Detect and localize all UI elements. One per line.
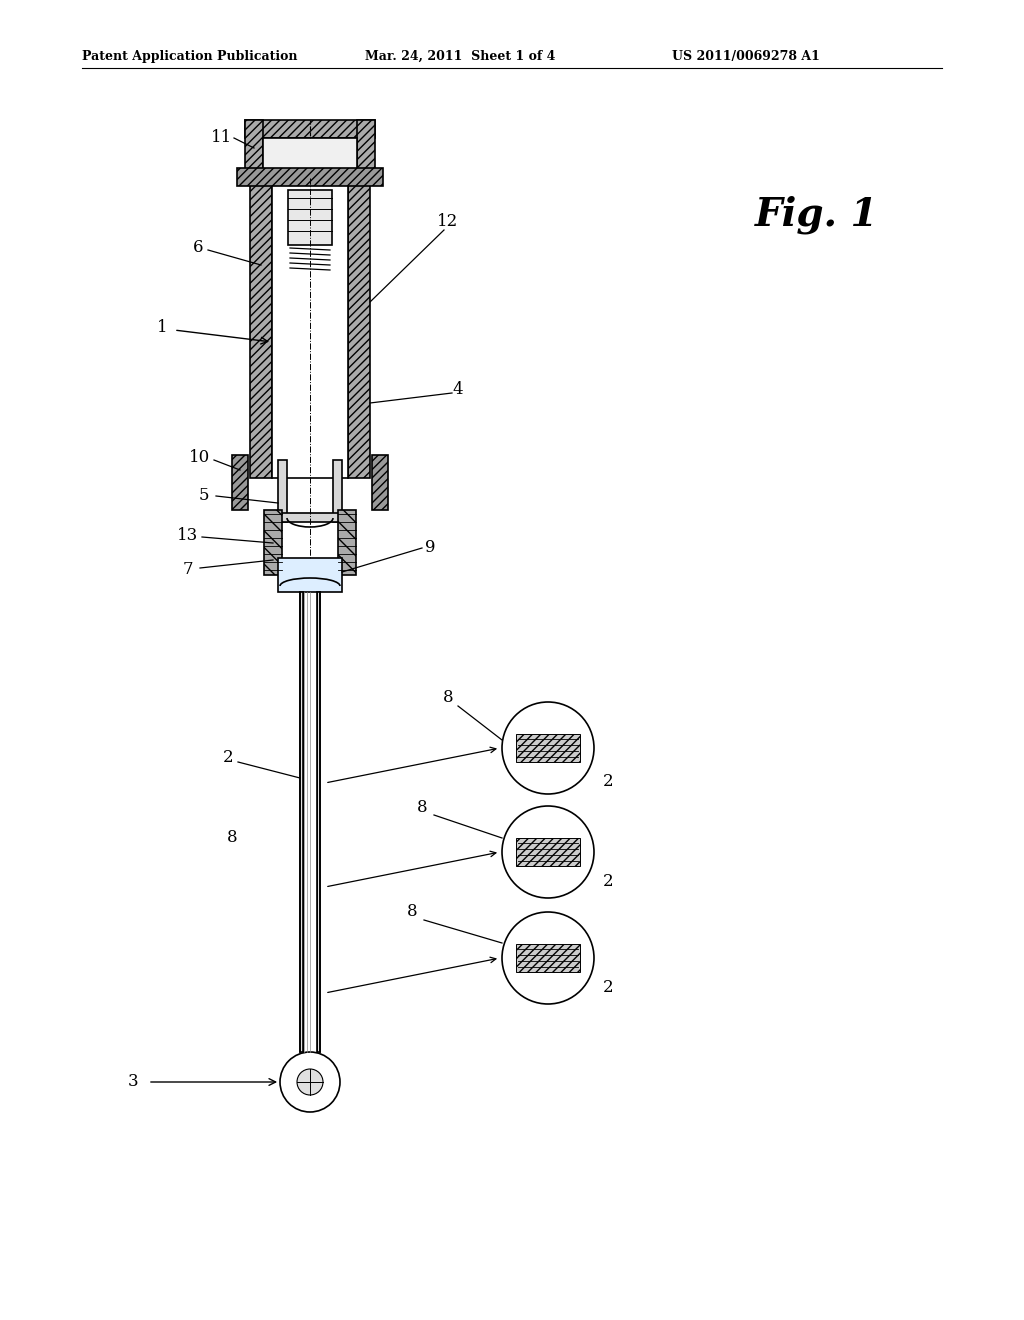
Text: 8: 8	[226, 829, 238, 846]
Text: 8: 8	[442, 689, 454, 706]
Polygon shape	[357, 120, 375, 178]
Text: Patent Application Publication: Patent Application Publication	[82, 50, 298, 63]
Polygon shape	[348, 178, 370, 478]
Polygon shape	[278, 459, 287, 521]
Polygon shape	[333, 459, 342, 521]
Text: 8: 8	[407, 903, 418, 920]
Text: 5: 5	[199, 487, 209, 503]
Text: 2: 2	[603, 874, 613, 891]
Circle shape	[297, 1069, 323, 1096]
Polygon shape	[288, 190, 332, 246]
Polygon shape	[516, 838, 580, 866]
Polygon shape	[278, 558, 342, 591]
Polygon shape	[516, 944, 580, 972]
Polygon shape	[232, 455, 248, 510]
Text: 9: 9	[425, 540, 435, 557]
Polygon shape	[250, 178, 272, 478]
Polygon shape	[264, 510, 282, 576]
Polygon shape	[237, 168, 383, 186]
Text: US 2011/0069278 A1: US 2011/0069278 A1	[672, 50, 820, 63]
Text: 3: 3	[128, 1073, 138, 1090]
Polygon shape	[516, 734, 580, 762]
Text: Fig. 1: Fig. 1	[755, 195, 879, 234]
Polygon shape	[263, 139, 357, 178]
Circle shape	[502, 702, 594, 795]
Circle shape	[502, 912, 594, 1005]
Polygon shape	[272, 178, 348, 478]
Text: 11: 11	[211, 129, 232, 147]
Text: 2: 2	[603, 979, 613, 997]
Circle shape	[280, 1052, 340, 1111]
Text: 1: 1	[157, 319, 167, 337]
Polygon shape	[245, 120, 263, 178]
Text: 13: 13	[177, 527, 199, 544]
Polygon shape	[372, 455, 388, 510]
Polygon shape	[278, 513, 342, 521]
Text: 8: 8	[417, 800, 427, 817]
Text: 7: 7	[182, 561, 194, 578]
Text: 2: 2	[222, 750, 233, 767]
Text: 10: 10	[189, 450, 211, 466]
Text: 2: 2	[603, 774, 613, 791]
Text: 6: 6	[193, 239, 203, 256]
Polygon shape	[300, 591, 303, 1052]
Text: 12: 12	[437, 214, 459, 231]
Text: Mar. 24, 2011  Sheet 1 of 4: Mar. 24, 2011 Sheet 1 of 4	[365, 50, 555, 63]
Text: 4: 4	[453, 381, 463, 399]
Polygon shape	[317, 591, 319, 1052]
Polygon shape	[245, 120, 375, 139]
Circle shape	[502, 807, 594, 898]
Polygon shape	[338, 510, 356, 576]
